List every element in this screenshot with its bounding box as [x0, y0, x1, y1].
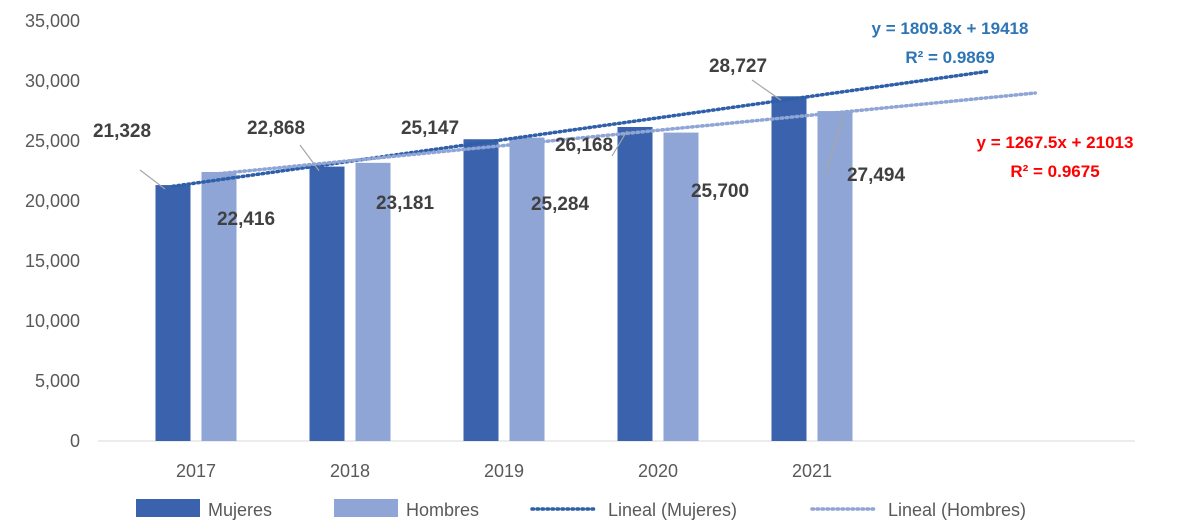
bar-hombres-2017	[201, 172, 237, 441]
leader-line	[825, 114, 844, 175]
bar-mujeres-2021	[771, 96, 807, 441]
y-axis-ticks: 0 5,000 10,000 15,000 20,000 25,000 30,000 35,0…	[25, 11, 80, 451]
data-label-mujeres-2020: 26,168	[555, 135, 613, 156]
legend-label-lineal-mujeres: Lineal (Mujeres)	[608, 500, 737, 520]
trendline-hombres-equation: y = 1267.5x + 21013	[977, 133, 1134, 152]
x-tick-label: 2019	[484, 461, 524, 481]
data-label-mujeres-2017: 21,328	[93, 121, 151, 142]
y-tick-label: 10,000	[25, 311, 80, 331]
trendline-equations: y = 1809.8x + 19418 R² = 0.9869 y = 1267…	[872, 19, 1134, 181]
data-labels: 21,328 22,868 25,147 26,168 28,727 22,416 23,1…	[93, 56, 906, 230]
bar-hombres-2021	[817, 111, 853, 442]
trendline-lineal-hombres	[217, 91, 1037, 176]
bar-hombres-2018	[355, 162, 391, 441]
bar-hombres-2020	[663, 132, 699, 441]
trendline-mujeres-equation: y = 1809.8x + 19418	[872, 19, 1029, 38]
y-tick-label: 0	[70, 431, 80, 451]
bar-mujeres-2018	[309, 166, 345, 442]
leader-line	[751, 79, 782, 101]
legend-label-mujeres: Mujeres	[208, 500, 272, 520]
bar-hombres-2019	[509, 137, 545, 442]
legend-label-hombres: Hombres	[406, 500, 479, 520]
legend-swatch-hombres	[334, 499, 398, 517]
bar-mujeres-2020	[617, 126, 653, 441]
data-label-hombres-2019: 25,284	[531, 194, 590, 215]
y-tick-label: 20,000	[25, 191, 80, 211]
leader-lines	[139, 79, 844, 190]
x-tick-label: 2017	[176, 461, 216, 481]
trendline-lineal-mujeres	[171, 69, 991, 189]
bar-mujeres-2017	[155, 185, 191, 441]
legend: Mujeres Hombres Lineal (Mujeres) Lineal …	[136, 499, 1026, 520]
legend-swatch-mujeres	[136, 499, 200, 517]
bar-mujeres-2019	[463, 139, 499, 441]
x-tick-label: 2021	[792, 461, 832, 481]
data-label-hombres-2018: 23,181	[376, 193, 435, 214]
x-tick-label: 2018	[330, 461, 370, 481]
y-tick-label: 25,000	[25, 131, 80, 151]
x-tick-label: 2020	[638, 461, 678, 481]
data-label-hombres-2020: 25,700	[691, 181, 749, 202]
trendlines	[171, 69, 1037, 189]
trendline-hombres-r2: R² = 0.9675	[1010, 162, 1099, 181]
bars	[155, 96, 853, 442]
y-tick-label: 35,000	[25, 11, 80, 31]
leader-line	[299, 144, 320, 171]
x-axis-ticks: 2017 2018 2019 2020 2021	[176, 461, 832, 481]
legend-label-lineal-hombres: Lineal (Hombres)	[888, 500, 1026, 520]
data-label-hombres-2017: 22,416	[217, 209, 275, 230]
trendline-mujeres-r2: R² = 0.9869	[905, 48, 994, 67]
y-tick-label: 30,000	[25, 71, 80, 91]
y-tick-label: 15,000	[25, 251, 80, 271]
leader-line	[611, 130, 628, 157]
leader-line	[139, 169, 166, 190]
data-label-mujeres-2018: 22,868	[247, 118, 305, 139]
data-label-mujeres-2019: 25,147	[401, 118, 459, 139]
data-label-hombres-2021: 27,494	[847, 165, 906, 186]
y-tick-label: 5,000	[35, 371, 80, 391]
data-label-mujeres-2021: 28,727	[709, 56, 767, 77]
